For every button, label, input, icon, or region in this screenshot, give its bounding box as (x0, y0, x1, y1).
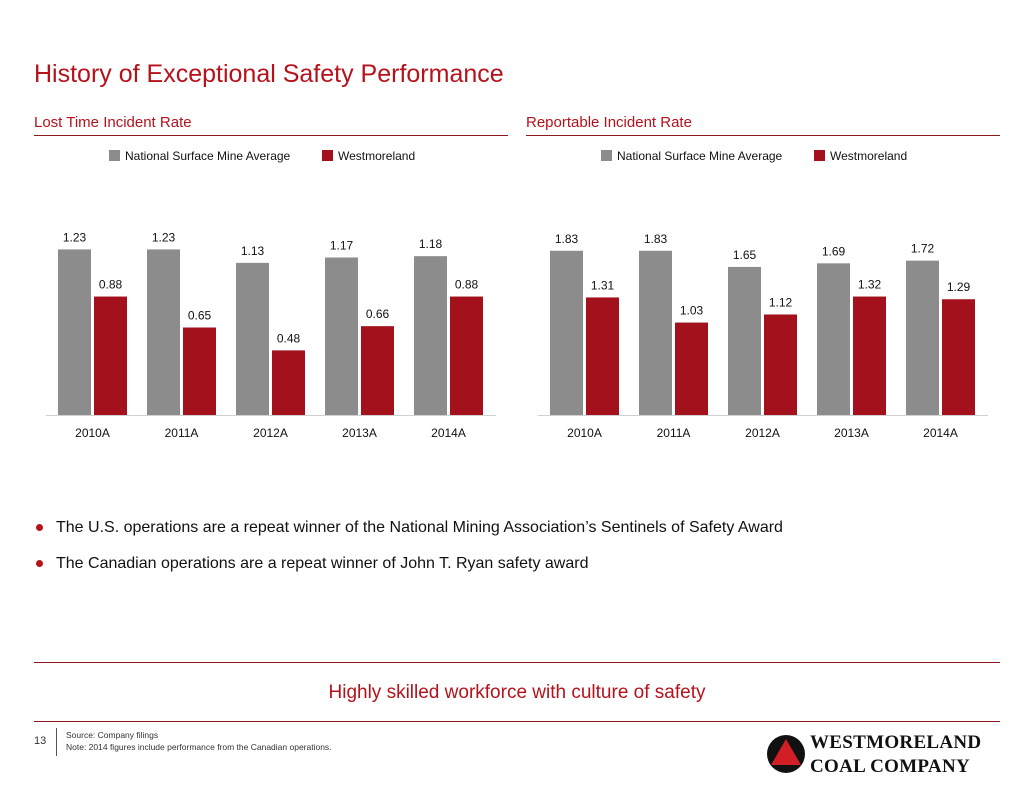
legend-swatch (814, 150, 825, 161)
data-label: 1.83 (555, 232, 579, 246)
bar-westmoreland (450, 296, 483, 415)
bar-national-average (639, 250, 672, 415)
bar-national-average (728, 266, 761, 415)
data-label: 0.88 (99, 278, 123, 292)
tagline: Highly skilled workforce with culture of… (328, 682, 706, 703)
bar-westmoreland (94, 296, 127, 415)
bar-national-average (817, 263, 850, 415)
bar-national-average (325, 257, 358, 415)
bullet-text: The U.S. operations are a repeat winner … (56, 519, 783, 536)
legend-label: National Surface Mine Average (125, 149, 291, 163)
x-tick-label: 2013A (342, 426, 377, 440)
company-logo: WESTMORELAND COAL COMPANY (766, 731, 1006, 781)
x-tick-label: 2013A (834, 426, 869, 440)
page-number-divider (56, 728, 57, 756)
logo-text-line1: WESTMORELAND (810, 732, 982, 753)
chart-title-reportable: Reportable Incident Rate (526, 114, 692, 131)
x-tick-label: 2014A (923, 426, 958, 440)
data-label: 1.13 (241, 244, 265, 258)
page-title: History of Exceptional Safety Performanc… (34, 60, 504, 88)
bar-national-average (147, 249, 180, 415)
bullet-item: The Canadian operations are a repeat win… (36, 554, 783, 574)
bar-westmoreland (942, 299, 975, 415)
bullet-item: The U.S. operations are a repeat winner … (36, 518, 783, 538)
data-label: 0.88 (455, 278, 479, 292)
bullet-list: The U.S. operations are a repeat winner … (36, 518, 783, 590)
reportable-incident-chart: National Surface Mine Average Westmorelan… (538, 149, 988, 440)
page-number: 13 (34, 735, 47, 747)
footnote-note: Note: 2014 figures include performance f… (66, 742, 332, 752)
data-label: 1.23 (63, 230, 87, 244)
legend-swatch (601, 150, 612, 161)
legend-label: National Surface Mine Average (617, 149, 783, 163)
legend-label: Westmoreland (830, 149, 907, 163)
data-label: 1.03 (680, 304, 704, 318)
bullet-dot-icon (36, 524, 43, 531)
bar-westmoreland (272, 350, 305, 415)
legend-label: Westmoreland (338, 149, 415, 163)
bar-westmoreland (764, 314, 797, 415)
data-label: 1.32 (858, 278, 882, 292)
data-label: 1.29 (947, 280, 971, 294)
chart-title-lost-time: Lost Time Incident Rate (34, 114, 192, 131)
lost-time-incident-chart: National Surface Mine Average Westmorelan… (46, 149, 496, 440)
bar-national-average (414, 256, 447, 415)
bar-westmoreland (675, 322, 708, 415)
bar-westmoreland (361, 326, 394, 415)
logo-text-line2: COAL COMPANY (810, 756, 970, 777)
bar-national-average (906, 260, 939, 415)
legend-swatch (322, 150, 333, 161)
bullet-dot-icon (36, 560, 43, 567)
footnote: Source: Company filings Note: 2014 figur… (66, 729, 332, 753)
data-label: 1.65 (733, 248, 757, 262)
data-label: 1.17 (330, 239, 354, 253)
footnote-source: Source: Company filings (66, 730, 159, 740)
bar-national-average (236, 262, 269, 415)
section-divider (34, 135, 508, 136)
data-label: 1.83 (644, 232, 668, 246)
tagline-top-rule (34, 662, 1000, 663)
tagline-bottom-rule (34, 721, 1000, 722)
bullet-text: The Canadian operations are a repeat win… (56, 555, 589, 572)
bar-westmoreland (586, 297, 619, 415)
logo-triangle-icon (767, 735, 805, 773)
data-label: 1.72 (911, 242, 935, 256)
data-label: 1.12 (769, 295, 793, 309)
data-label: 0.66 (366, 307, 390, 321)
data-label: 0.48 (277, 331, 301, 345)
x-tick-label: 2010A (567, 426, 602, 440)
bar-westmoreland (183, 327, 216, 415)
x-tick-label: 2011A (165, 426, 199, 440)
data-label: 0.65 (188, 309, 212, 323)
bar-national-average (550, 250, 583, 415)
data-label: 1.23 (152, 230, 176, 244)
bar-westmoreland (853, 296, 886, 415)
bar-national-average (58, 249, 91, 415)
x-tick-label: 2014A (431, 426, 466, 440)
legend-swatch (109, 150, 120, 161)
x-tick-label: 2012A (745, 426, 780, 440)
x-tick-label: 2012A (253, 426, 288, 440)
data-label: 1.18 (419, 237, 443, 251)
data-label: 1.69 (822, 244, 846, 258)
data-label: 1.31 (591, 278, 615, 292)
x-tick-label: 2010A (75, 426, 110, 440)
section-divider (526, 135, 1000, 136)
x-tick-label: 2011A (657, 426, 691, 440)
